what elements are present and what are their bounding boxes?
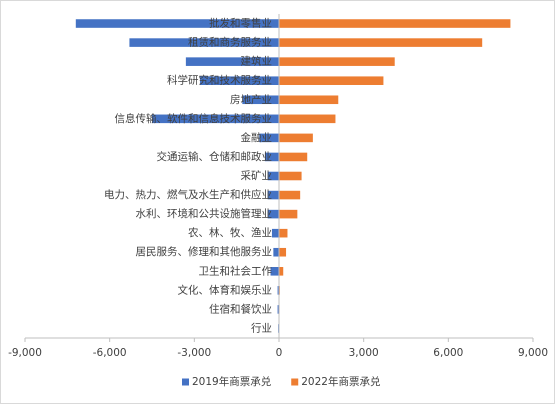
x-tick-label: 0	[276, 347, 283, 359]
category-label: 信息传输、软件和信息技术服务业	[115, 112, 273, 125]
x-tick-label: -3,000	[177, 347, 211, 359]
bar	[279, 267, 284, 276]
bar	[267, 171, 279, 181]
category-label: 交通运输、仓储和邮政业	[157, 150, 273, 163]
bar	[199, 76, 279, 85]
bar	[185, 57, 279, 66]
bar	[270, 267, 279, 276]
category-label: 住宿和餐饮业	[209, 302, 272, 315]
category-label: 行业	[251, 321, 272, 334]
legend-label: 2022年商票承兑	[301, 375, 381, 388]
bar	[279, 247, 287, 257]
bar	[242, 95, 279, 105]
bar	[279, 209, 298, 219]
bar	[277, 305, 279, 314]
bar	[259, 133, 279, 143]
category-label: 文化、体育和娱乐业	[178, 283, 273, 296]
category-label: 电力、热力、燃气及水生产和供应业	[104, 188, 272, 201]
bar	[279, 19, 511, 28]
bar	[279, 57, 395, 66]
category-label: 采矿业	[241, 169, 273, 182]
bar	[279, 114, 336, 124]
bar	[279, 38, 483, 47]
bar	[267, 190, 279, 200]
bar	[279, 95, 339, 105]
x-tick-label: 9,000	[518, 347, 548, 359]
bar	[152, 114, 279, 124]
bar	[279, 228, 288, 238]
bar	[129, 38, 279, 47]
category-label: 水利、环境和公共设施管理业	[136, 207, 273, 220]
legend-swatch	[291, 378, 299, 386]
category-label: 居民服务、修理和其他服务业	[136, 245, 273, 258]
category-label: 批发和零售业	[209, 17, 272, 30]
category-label: 科学研究和技术服务业	[167, 74, 272, 87]
bar	[279, 76, 384, 85]
category-label: 金融业	[241, 131, 273, 144]
category-label: 房地产业	[230, 93, 272, 106]
bar	[273, 247, 279, 257]
legend-label: 2019年商票承兑	[192, 375, 272, 388]
category-label: 租赁和商务服务业	[188, 36, 272, 49]
x-tick-label: -9,000	[8, 347, 42, 359]
bar	[271, 228, 279, 238]
x-tick-label: 3,000	[349, 347, 379, 359]
bar	[75, 19, 279, 28]
category-label: 农、林、牧、渔业	[188, 226, 272, 239]
bar	[264, 152, 279, 162]
legend-swatch	[182, 378, 189, 386]
bar	[279, 152, 308, 162]
x-tick-label: 6,000	[433, 347, 463, 359]
bar	[279, 133, 313, 143]
category-label: 建筑业	[241, 55, 273, 68]
x-tick-label: -6,000	[93, 347, 127, 359]
bar	[277, 286, 279, 295]
bar	[279, 171, 302, 181]
bar	[279, 190, 301, 200]
category-label: 卫生和社会工作	[199, 264, 273, 277]
bar	[267, 209, 279, 219]
